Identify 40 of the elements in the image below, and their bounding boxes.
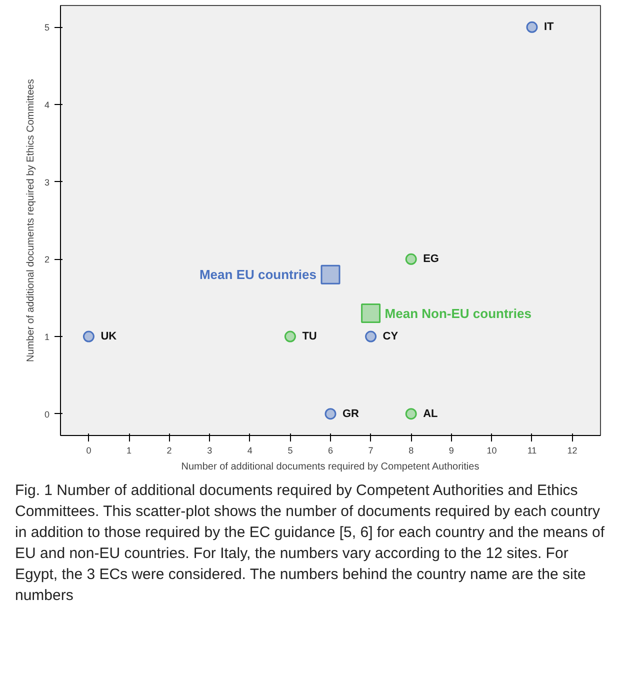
data-label: IT	[544, 21, 554, 34]
point	[405, 408, 417, 420]
y-tick-label: 3	[44, 177, 50, 188]
x-tick-label: 11	[527, 446, 537, 456]
x-tick-label: 12	[567, 446, 578, 456]
x-tick-label: 4	[247, 446, 252, 456]
data-label: GR	[342, 408, 360, 420]
x-axis-title: Number of additional documents required by Competent Authorities	[181, 462, 480, 472]
y-axis-title: Number of additional documents required by Ethics Committees	[25, 79, 36, 362]
x-tick-label: 8	[408, 446, 414, 456]
point	[526, 21, 538, 33]
y-tick-label: 5	[44, 22, 50, 33]
series-label: Mean Non-EU countries	[384, 306, 532, 321]
y-tick-label: 2	[44, 254, 50, 265]
data-label: TU	[302, 330, 317, 343]
point	[361, 304, 381, 324]
y-tick-label: 0	[44, 409, 50, 420]
data-label: EG	[423, 253, 440, 266]
data-label: AL	[423, 408, 438, 420]
x-tick-label: 0	[86, 446, 92, 456]
point	[405, 253, 417, 265]
y-tick-label: 1	[44, 332, 50, 342]
point	[284, 330, 296, 342]
data-label: CY	[382, 330, 399, 343]
caption: Fig. 1 Number of additional documents required by Competent Authorities and Ethics Committees. This scatter-plot shows the number of documents required by each country in addition to those required by the EC guidance [5, 6] for each country and the means of EU and non-EU countries. For Italy, the numbers vary according to the 12 sites. For Egypt, the 3 ECs were considered. The numbers behind the country name are the site numbers	[15, 481, 605, 606]
x-tick-label: 7	[368, 446, 374, 456]
x-tick-label: 9	[448, 446, 454, 456]
x-tick-label: 1	[126, 446, 132, 456]
point	[320, 264, 340, 284]
x-tick-label: 6	[328, 446, 334, 456]
data-label: UK	[100, 330, 117, 343]
x-tick-label: 10	[486, 446, 497, 456]
x-tick-label: 2	[166, 446, 172, 456]
point	[324, 408, 336, 420]
y-tick-label: 4	[44, 100, 50, 110]
x-tick-label: 5	[288, 446, 293, 456]
point	[365, 330, 377, 342]
point	[82, 330, 94, 342]
x-tick-label: 3	[207, 446, 212, 456]
series-label: Mean EU countries	[199, 267, 317, 282]
